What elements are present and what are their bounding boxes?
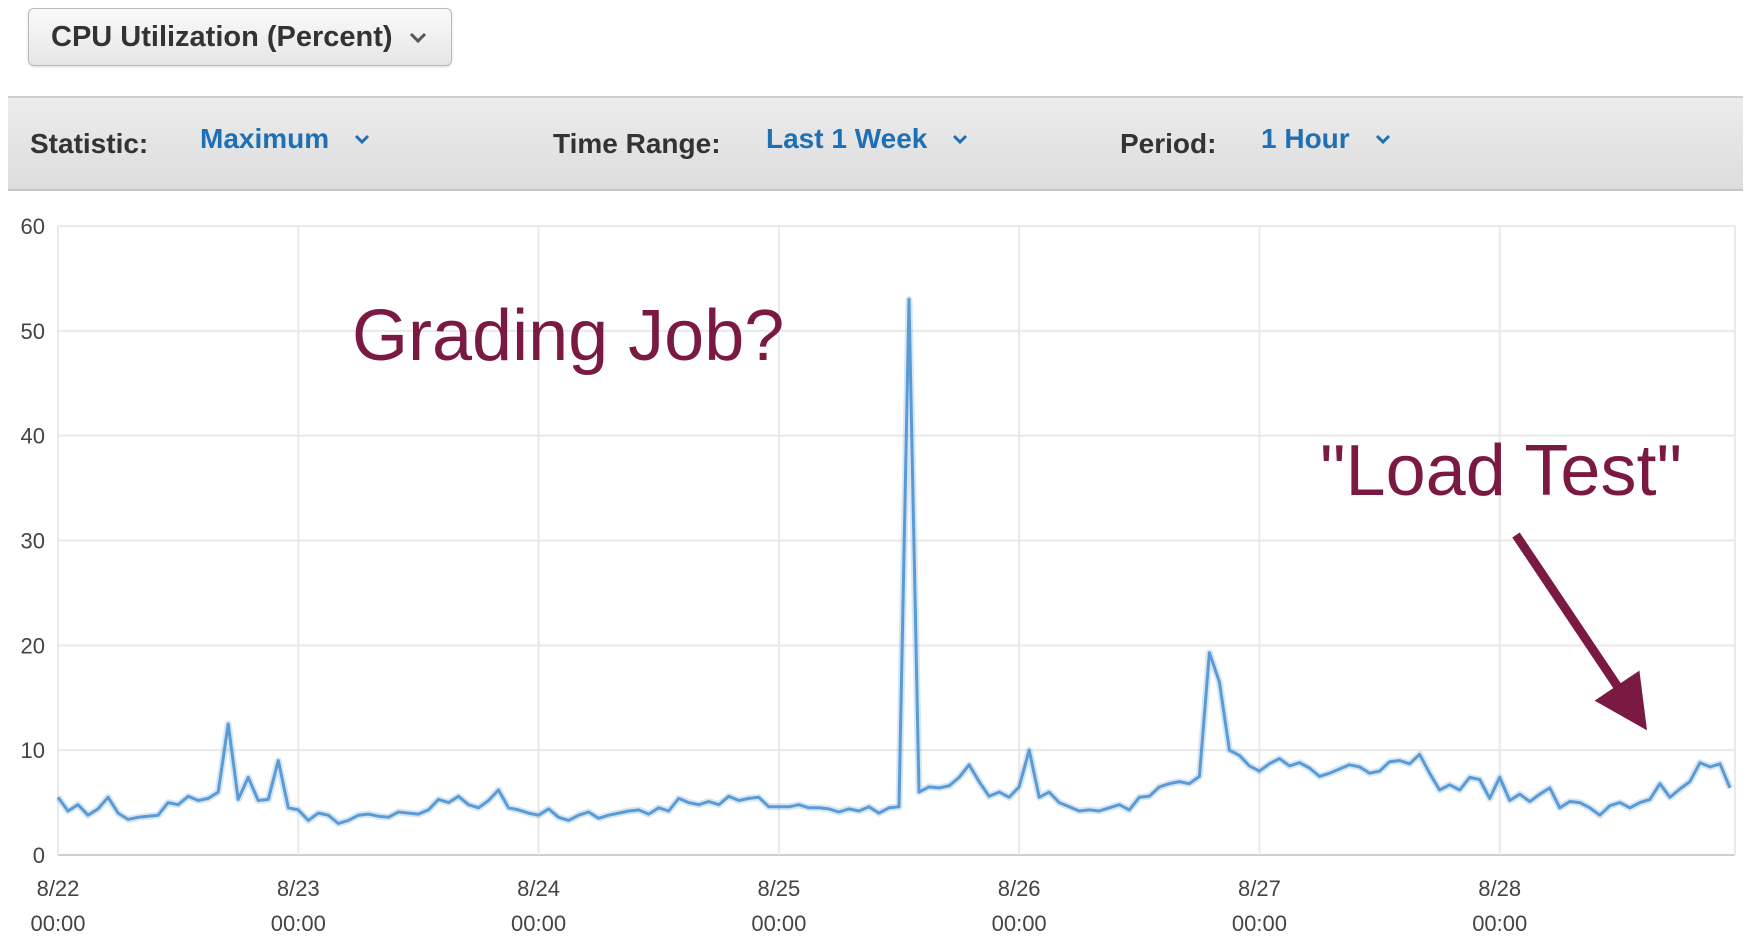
y-tick-label: 60 (21, 214, 45, 239)
x-tick-label-time: 00:00 (511, 911, 566, 936)
annotation-grading-job: Grading Job? (352, 296, 784, 376)
x-tick-label-time: 00:00 (30, 911, 85, 936)
period-dropdown[interactable]: 1 Hour (1261, 123, 1392, 155)
x-tick-label-time: 00:00 (1472, 911, 1527, 936)
time-range-value: Last 1 Week (766, 123, 928, 154)
x-tick-label-time: 00:00 (992, 911, 1047, 936)
x-tick-label-date: 8/25 (757, 876, 800, 901)
y-tick-label: 30 (21, 529, 45, 554)
x-tick-label-date: 8/28 (1478, 876, 1521, 901)
period-value: 1 Hour (1261, 123, 1350, 154)
statistic-value: Maximum (200, 123, 330, 154)
annotation-arrow (1512, 532, 1648, 731)
time-range-label: Time Range: (553, 128, 721, 159)
metric-select-label: CPU Utilization (Percent) (51, 20, 393, 53)
caret-down-icon (953, 134, 968, 145)
x-tick-label-time: 00:00 (271, 911, 326, 936)
caret-down-icon (355, 134, 370, 145)
x-tick-label-date: 8/26 (998, 876, 1041, 901)
series-line (56, 297, 1732, 825)
annotation-load-test: "Load Test" (1320, 431, 1682, 511)
x-tick-label-date: 8/24 (517, 876, 560, 901)
y-tick-label: 10 (21, 738, 45, 763)
x-tick-label-time: 00:00 (751, 911, 806, 936)
y-tick-label: 0 (33, 843, 45, 868)
statistic-label: Statistic: (30, 128, 149, 159)
chevron-down-icon (409, 32, 427, 44)
x-tick-label-time: 00:00 (1232, 911, 1287, 936)
series-line-glow (55, 295, 1734, 827)
x-tick-label-date: 8/22 (37, 876, 80, 901)
x-tick-label-date: 8/27 (1238, 876, 1281, 901)
metric-select[interactable]: CPU Utilization (Percent) (28, 8, 452, 66)
y-tick-label: 50 (21, 319, 45, 344)
period-label: Period: (1120, 128, 1217, 159)
time-range-dropdown[interactable]: Last 1 Week (766, 123, 969, 155)
statistic-dropdown[interactable]: Maximum (200, 123, 371, 155)
chart-toolbar: Statistic: Maximum Time Range: Last 1 We… (8, 96, 1743, 191)
caret-down-icon (1375, 134, 1390, 145)
y-tick-label: 40 (21, 424, 45, 449)
y-tick-label: 20 (21, 633, 45, 658)
x-tick-label-date: 8/23 (277, 876, 320, 901)
